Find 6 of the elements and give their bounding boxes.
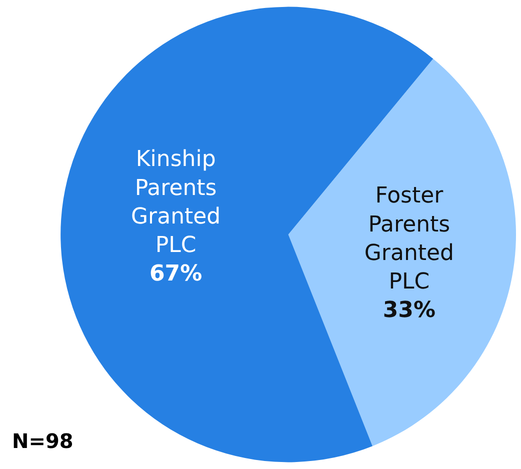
- text: N=98: [12, 429, 74, 453]
- slice-label: Foster Parents Granted PLC: [364, 184, 454, 295]
- data-label: 67%: [149, 262, 202, 287]
- pie-slice: [288, 58, 516, 446]
- slice-label: Kinship Parents Granted PLC: [130, 147, 221, 258]
- data-label: 33%: [382, 298, 436, 324]
